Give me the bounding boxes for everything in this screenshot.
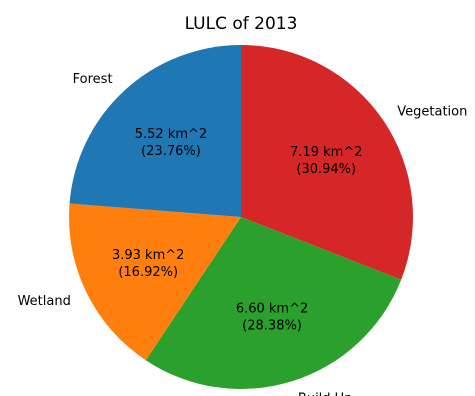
value-label-wetland: 3.93 km^2: [112, 248, 184, 263]
slice-wetland: [69, 203, 241, 361]
slice-build-up: [145, 217, 402, 389]
percent-label-forest: (23.76%): [141, 144, 201, 159]
slice-vegetation: [241, 45, 413, 280]
slice-forest: [69, 45, 241, 217]
value-label-build-up: 6.60 km^2: [236, 301, 308, 316]
category-label-build-up: Build Up: [298, 391, 353, 396]
pie-slices: [69, 45, 413, 389]
value-label-vegetation: 7.19 km^2: [290, 145, 362, 160]
category-label-wetland: Wetland: [18, 294, 71, 309]
chart-title: LULC of 2013: [185, 14, 298, 34]
value-label-forest: 5.52 km^2: [135, 127, 207, 142]
percent-label-vegetation: (30.94%): [296, 162, 356, 177]
percent-label-build-up: (28.38%): [242, 318, 302, 333]
category-label-vegetation: Vegetation: [397, 104, 467, 119]
category-label-forest: Forest: [73, 72, 113, 87]
percent-label-wetland: (16.92%): [118, 265, 178, 280]
pie-labels: Vegetation 7.19 km^2 (30.94%) Build Up 6.60 …: [18, 72, 468, 396]
